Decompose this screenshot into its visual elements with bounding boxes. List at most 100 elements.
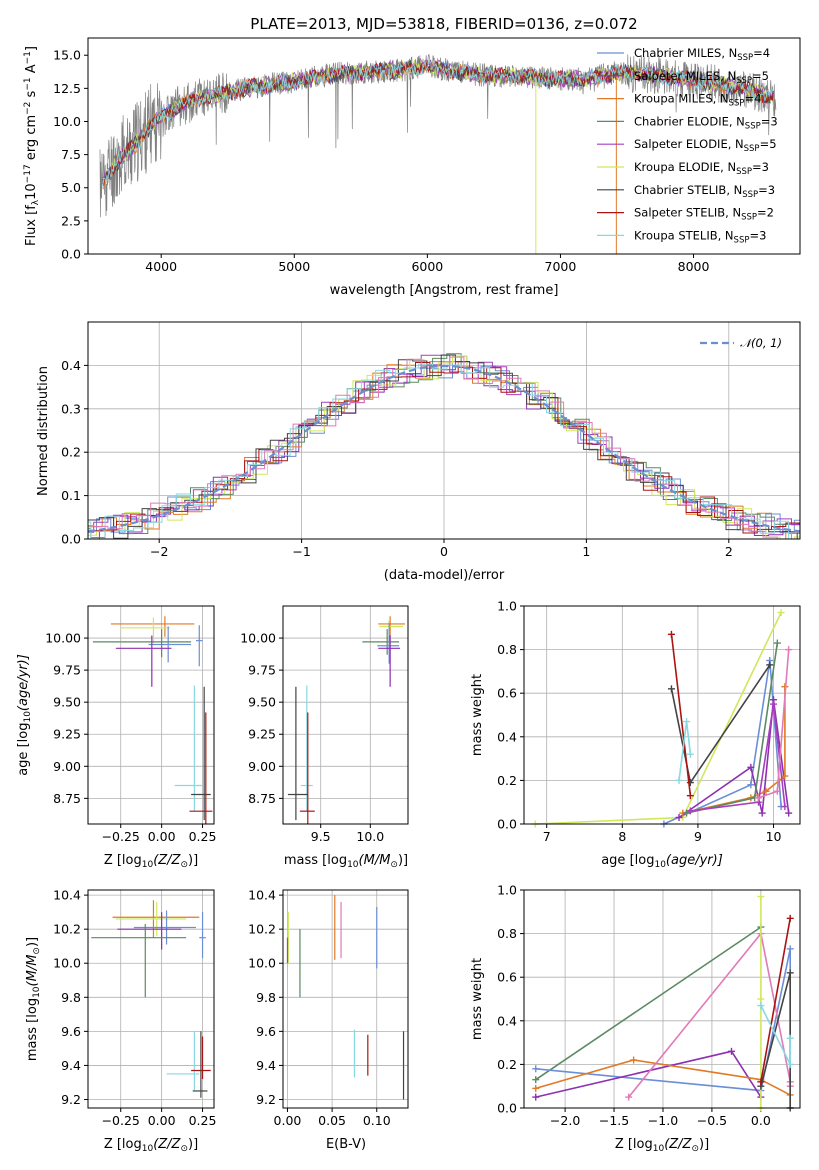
spectrum-xtick-label: 4000 [145,259,177,274]
legend-entry: Salpeter MILES, NSSP=5 [634,69,769,86]
age-vs-mass-ytick-label: 9.00 [248,759,276,774]
figure-title: PLATE=2013, MJD=53818, FIBERID=0136, z=0… [250,15,637,33]
weight-vs-metallicity-xtick-label: −0.5 [697,1113,727,1128]
mass-vs-extinction-ytick-label: 10.0 [248,956,276,971]
weight-vs-metallicity-xtick-label: −1.5 [599,1113,629,1128]
weight-vs-age-ytick-label: 1.0 [497,599,517,614]
mass-vs-metallicity-ytick-label: 9.2 [61,1092,81,1107]
spectrum-frame [87,37,801,255]
weight-vs-metallicity-ytick-label: 0.8 [497,926,517,941]
age-vs-mass-frame [282,605,409,825]
weight-vs-metallicity-series-line [535,926,762,1081]
histogram-xtick-label: 2 [725,544,733,559]
spectrum-xtick-label: 7000 [545,259,577,274]
spectrum-xtick-label: 5000 [278,259,310,274]
spectrum-xlabel: wavelength [Angstrom, rest frame] [330,283,559,298]
weight-vs-age-series-line [690,703,786,812]
histogram-xtick-label: 0 [440,544,448,559]
mass-vs-metallicity-plot-area: −0.25 0.00 0.25 9.2 9.4 9.6 9.8 10.0 10.2 10.4 [53,888,216,1128]
legend-entry: Salpeter STELIB, NSSP=2 [634,206,774,223]
spectrum-ytick-label: 7.5 [61,147,81,162]
age-vs-mass-panel: 9.5 10.0 8.75 9.00 9.25 9.50 9.75 10.00 mass [l… [240,605,409,870]
mass-vs-extinction-xlabel: E(B-V) [326,1137,366,1152]
mass-vs-extinction-ytick-label: 10.4 [248,888,276,903]
mass-vs-metallicity-ylabel: mass [log10(M/M⊙)] [25,937,42,1061]
age-vs-metallicity-ylabel: age [log10(age/yr)] [16,654,33,776]
spectrum-ytick-label: 15.0 [53,48,81,63]
mass-vs-extinction-xtick-label: 0.05 [318,1113,346,1128]
mass-vs-metallicity-frame [87,889,215,1109]
spectrum-model-line [102,59,774,189]
mass-vs-metallicity-xtick-label: 0.25 [189,1113,217,1128]
mass-vs-metallicity-xtick-label: 0.00 [148,1113,176,1128]
weight-vs-metallicity-ytick-label: 0.0 [497,1101,517,1116]
histogram-xlabel: (data-model)/error [384,568,505,583]
spectrum-ytick-label: 0.0 [61,247,81,262]
spectrum-ytick-label: 2.5 [61,213,81,228]
weight-vs-metallicity-ytick-label: 0.4 [497,1013,517,1028]
weight-vs-metallicity-ytick-label: 0.2 [497,1057,517,1072]
histogram-ylabel: Normed distribution [36,366,51,496]
mass-vs-extinction-ytick-label: 10.2 [248,922,276,937]
mass-vs-extinction-xtick-label: 0.00 [274,1113,302,1128]
histogram-xtick-label: −1 [292,544,310,559]
weight-vs-metallicity-xlabel: Z [log10(Z/Z⊙)] [615,1137,709,1154]
age-vs-metallicity-ytick-label: 9.25 [53,727,81,742]
mass-vs-extinction-xtick-label: 0.10 [363,1113,391,1128]
mass-vs-metallicity-ytick-label: 9.6 [61,1024,81,1039]
normal-curve-line [87,364,801,533]
age-vs-mass-ytick-label: 9.25 [248,727,276,742]
histogram-series-line [88,355,800,539]
legend-entry: Salpeter ELODIE, NSSP=5 [634,137,777,154]
weight-vs-age-ytick-label: 0.4 [497,729,517,744]
mass-vs-extinction-ytick-label: 9.2 [256,1092,276,1107]
mass-vs-extinction-plot-area: 0.00 0.05 0.10 9.2 9.4 9.6 9.8 10.0 10.2 10.4 [248,888,408,1128]
residual-histogram-panel: −2 −1 0 1 2 0.0 0.1 0.2 0.3 0.4 𝒩(0, 1) (data-mode… [36,321,801,583]
weight-vs-age-frame [523,605,801,825]
mass-vs-extinction-frame [282,889,409,1109]
age-vs-metallicity-xtick-label: −0.25 [102,829,140,844]
weight-vs-metallicity-series-line [535,1059,791,1096]
mass-vs-extinction-ytick-label: 9.8 [256,990,276,1005]
weight-vs-age-series-line [663,660,782,825]
weight-vs-age-ylabel: mass weight [470,674,485,756]
mass-vs-extinction-panel: 0.00 0.05 0.10 9.2 9.4 9.6 9.8 10.0 10.2 10.4 E(B… [248,888,409,1152]
age-vs-mass-xtick-label: 10.0 [356,829,384,844]
mass-vs-metallicity-ytick-label: 10.4 [53,888,81,903]
weight-vs-metallicity-ytick-label: 0.6 [497,970,517,985]
weight-vs-metallicity-plot-area: −2.0 −1.5 −1.0 −0.5 0.0 0.0 0.2 0.4 0.6 0.8 1.0 [497,883,800,1128]
histogram-ytick-label: 0.0 [61,532,81,547]
legend-entry: Chabrier ELODIE, NSSP=3 [634,114,778,131]
spectrum-ytick-label: 5.0 [61,180,81,195]
weight-vs-metallicity-xtick-label: −2.0 [550,1113,580,1128]
weight-vs-age-ytick-label: 0.6 [497,686,517,701]
age-vs-mass-ytick-label: 9.75 [248,663,276,678]
histogram-xtick-label: −2 [150,544,168,559]
mass-vs-metallicity-xtick-label: −0.25 [102,1113,140,1128]
spectrum-model-line [102,59,774,182]
histogram-ytick-label: 0.3 [61,401,81,416]
age-vs-mass-xtick-label: 9.5 [311,829,331,844]
mass-vs-metallicity-ytick-label: 9.4 [61,1058,81,1073]
mass-vs-metallicity-ytick-label: 9.8 [61,990,81,1005]
histogram-series-line [88,356,800,539]
age-vs-mass-ytick-label: 10.00 [240,631,276,646]
histogram-ytick-label: 0.1 [61,488,81,503]
spectrum-xtick-label: 6000 [411,259,443,274]
histogram-ytick-label: 0.2 [61,445,81,460]
legend-entry: Kroupa STELIB, NSSP=3 [634,228,766,245]
age-vs-metallicity-ytick-label: 10.00 [45,631,81,646]
mass-vs-metallicity-ytick-label: 10.2 [53,922,81,937]
weight-vs-age-series-line [535,612,782,825]
legend-entry: Kroupa MILES, NSSP=4 [634,92,761,109]
weight-vs-metallicity-xtick-label: −1.0 [648,1113,678,1128]
spectrum-plot-area: 4000 5000 6000 7000 8000 0.0 2.5 5.0 7.5 10.0 12.5… [53,48,777,274]
weight-vs-age-xtick-label: 9 [694,829,702,844]
age-vs-metallicity-ytick-label: 9.75 [53,663,81,678]
spectrum-ylabel: Flux [fλ10−17 erg cm−2 s−1 A−1] [23,46,41,246]
mass-vs-metallicity-panel: −0.25 0.00 0.25 9.2 9.4 9.6 9.8 10.0 10.2 10.4 Z … [25,888,216,1154]
weight-vs-age-series-line [686,642,779,814]
histogram-series-line [88,354,800,539]
weight-vs-age-ytick-label: 0.0 [497,817,517,832]
weight-vs-metallicity-ytick-label: 1.0 [497,883,517,898]
